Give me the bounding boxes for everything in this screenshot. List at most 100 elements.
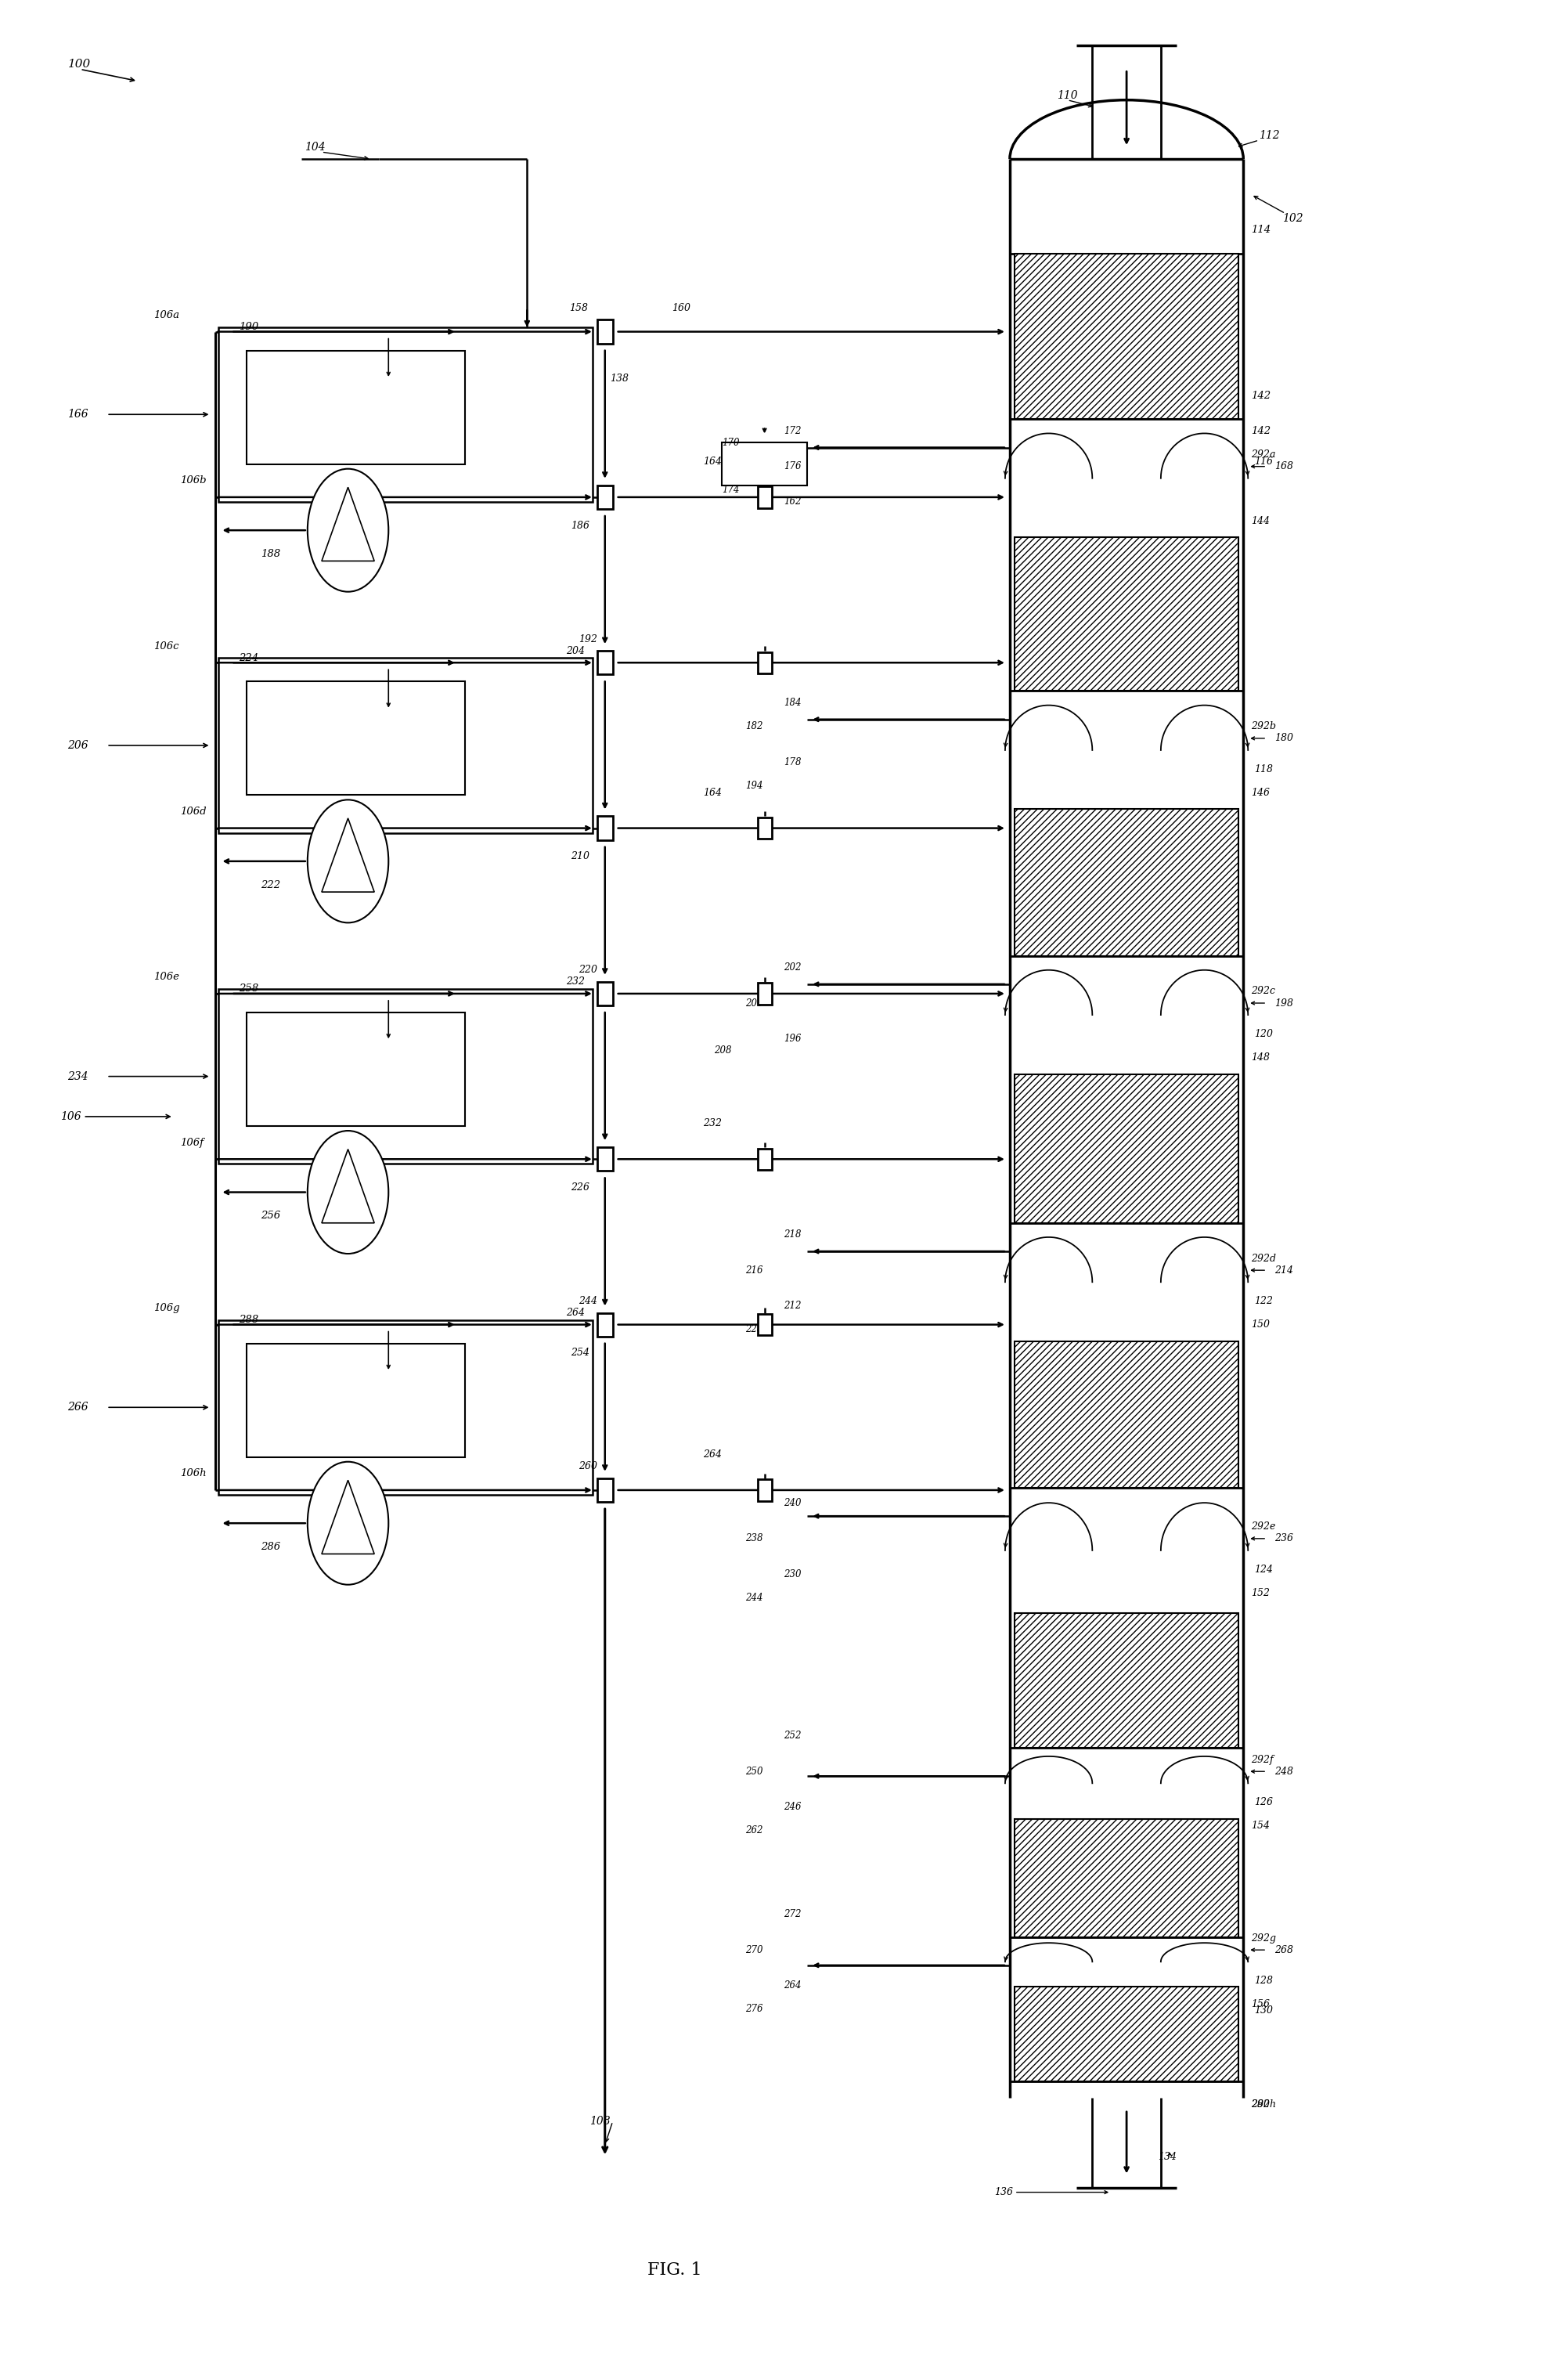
Text: 102: 102 <box>1283 214 1303 223</box>
Bar <box>597 321 613 344</box>
Text: 222: 222 <box>260 879 281 891</box>
Bar <box>597 484 613 508</box>
Text: 142: 142 <box>1251 390 1270 401</box>
Text: 114: 114 <box>1251 226 1270 235</box>
Text: 198: 198 <box>1275 998 1294 1009</box>
Text: 116: 116 <box>1254 456 1273 468</box>
Text: 166: 166 <box>67 408 88 420</box>
Text: 264: 264 <box>702 1449 721 1461</box>
Text: 168: 168 <box>1275 461 1294 473</box>
Circle shape <box>307 800 389 924</box>
Bar <box>220 988 593 1164</box>
Text: 112: 112 <box>1259 131 1279 140</box>
Bar <box>1014 1613 1239 1748</box>
Bar <box>597 1147 613 1171</box>
Bar <box>597 651 613 674</box>
Text: 238: 238 <box>745 1534 762 1544</box>
Text: 106c: 106c <box>154 641 179 651</box>
Text: 272: 272 <box>784 1910 801 1919</box>
Text: 286: 286 <box>260 1541 281 1551</box>
Text: 108: 108 <box>590 2116 610 2126</box>
Text: 254: 254 <box>571 1349 590 1358</box>
Text: 204: 204 <box>566 646 585 656</box>
Text: 106e: 106e <box>154 971 179 983</box>
Text: 250: 250 <box>745 1767 762 1777</box>
Text: 144: 144 <box>1251 515 1270 525</box>
Text: 178: 178 <box>784 758 801 767</box>
Bar <box>721 442 808 484</box>
Bar <box>757 1313 771 1335</box>
Bar <box>597 817 613 841</box>
Text: 236: 236 <box>1275 1534 1294 1544</box>
Bar <box>220 328 593 501</box>
Bar <box>1014 810 1239 955</box>
Bar <box>246 682 464 796</box>
Text: 188: 188 <box>260 549 281 558</box>
Bar <box>597 1313 613 1337</box>
Text: 180: 180 <box>1275 734 1294 743</box>
Bar <box>757 983 771 1005</box>
Text: 106f: 106f <box>180 1138 204 1147</box>
Text: 256: 256 <box>260 1211 281 1221</box>
Text: 292e: 292e <box>1251 1522 1276 1532</box>
Text: 214: 214 <box>1275 1266 1294 1275</box>
Text: 208: 208 <box>713 1045 732 1054</box>
Text: 106: 106 <box>60 1112 82 1121</box>
Text: 110: 110 <box>1057 90 1077 100</box>
Text: 248: 248 <box>1275 1767 1294 1777</box>
Text: 174: 174 <box>721 484 740 494</box>
Bar <box>757 817 771 838</box>
Text: 150: 150 <box>1251 1321 1270 1330</box>
Bar <box>1014 254 1239 418</box>
Bar <box>757 653 771 672</box>
Bar <box>246 352 464 463</box>
Circle shape <box>307 468 389 591</box>
Text: 228: 228 <box>745 1325 762 1335</box>
Text: FIG. 1: FIG. 1 <box>648 2261 702 2280</box>
Text: 210: 210 <box>571 850 590 862</box>
Bar <box>757 487 771 508</box>
Text: 152: 152 <box>1251 1589 1270 1598</box>
Bar <box>757 1480 771 1501</box>
Text: 292d: 292d <box>1251 1254 1276 1264</box>
Text: 264: 264 <box>566 1309 585 1318</box>
Text: 232: 232 <box>566 976 585 988</box>
Bar <box>246 1344 464 1456</box>
Text: 158: 158 <box>569 304 588 314</box>
Text: 170: 170 <box>721 437 740 449</box>
Text: 172: 172 <box>784 425 801 437</box>
Text: 234: 234 <box>67 1071 88 1083</box>
Bar <box>757 1150 771 1171</box>
Text: 230: 230 <box>784 1570 801 1579</box>
Text: 196: 196 <box>784 1033 801 1043</box>
Text: 106d: 106d <box>180 808 205 817</box>
Text: 288: 288 <box>238 1316 259 1325</box>
Text: 212: 212 <box>784 1302 801 1311</box>
Text: 280: 280 <box>1251 2100 1270 2109</box>
Text: 246: 246 <box>784 1803 801 1812</box>
Text: 184: 184 <box>784 698 801 708</box>
Text: 120: 120 <box>1254 1028 1273 1038</box>
Text: 276: 276 <box>745 2004 762 2014</box>
Text: 122: 122 <box>1254 1297 1273 1306</box>
Text: 270: 270 <box>745 1945 762 1955</box>
Text: 154: 154 <box>1251 1822 1270 1831</box>
Text: 164: 164 <box>702 788 721 798</box>
Text: 156: 156 <box>1251 2000 1270 2009</box>
Text: 232: 232 <box>702 1119 721 1128</box>
Bar <box>597 981 613 1005</box>
Text: 226: 226 <box>571 1183 590 1192</box>
Text: 176: 176 <box>784 461 801 473</box>
Text: 182: 182 <box>745 722 762 732</box>
Text: 244: 244 <box>579 1297 597 1306</box>
Text: 160: 160 <box>671 304 690 314</box>
Text: 200: 200 <box>745 998 762 1009</box>
Text: 260: 260 <box>579 1461 597 1472</box>
Text: 220: 220 <box>579 964 597 976</box>
Text: 218: 218 <box>784 1230 801 1240</box>
Text: 164: 164 <box>702 456 721 468</box>
Text: 124: 124 <box>1254 1565 1273 1575</box>
Text: 162: 162 <box>784 496 801 506</box>
Text: 244: 244 <box>745 1594 762 1603</box>
Text: 134: 134 <box>1157 2152 1176 2161</box>
